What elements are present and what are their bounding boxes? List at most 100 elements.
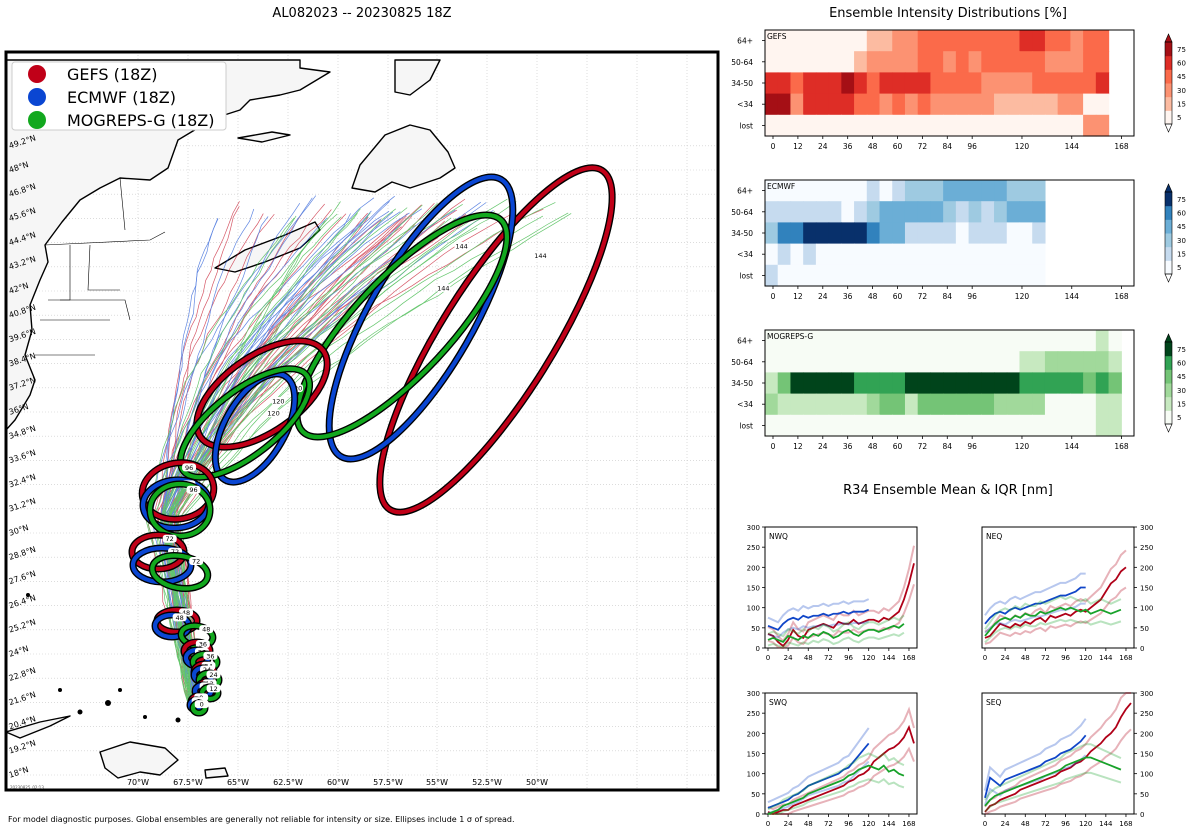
heatmap-cell — [841, 243, 855, 266]
heatmap-cell — [930, 264, 944, 287]
heatmap-cell — [994, 330, 1008, 352]
r34-y-tick: 250 — [1140, 544, 1153, 552]
heatmap-cell — [1095, 393, 1110, 416]
heatmap-cell — [917, 201, 932, 223]
ellipse-hour-bg — [186, 485, 201, 494]
r34-y-tick: 300 — [1140, 690, 1153, 698]
intensity-x-tick: 60 — [893, 442, 903, 451]
heatmap-cell — [1019, 93, 1033, 116]
heatmap-cell — [866, 393, 881, 416]
heatmap-cell — [1019, 414, 1033, 437]
heatmap-cell — [815, 372, 830, 395]
heatmap-cell — [955, 330, 970, 352]
heatmap-cell — [765, 264, 779, 287]
small-islands — [26, 593, 181, 723]
intensity-panel: ECMWF 64+ 50-64 34-50 <34 lost 0 12 24 36 48 60 72 84… — [731, 179, 1186, 301]
heatmap-cell — [1070, 114, 1084, 137]
colorbar-tick: 5 — [1177, 264, 1181, 272]
heatmap-cell — [790, 330, 804, 352]
colorbar-tick: 75 — [1177, 46, 1186, 54]
r34-x-tick: 168 — [1119, 820, 1132, 828]
heatmap-cell — [828, 393, 842, 416]
r34-y-tick: 100 — [1140, 771, 1153, 779]
heatmap-cell — [1019, 243, 1033, 266]
heatmap-cell — [943, 114, 957, 137]
heatmap-cell — [1095, 51, 1110, 73]
heatmap-cell — [1019, 372, 1033, 395]
r34-y-tick: 150 — [747, 751, 760, 759]
heatmap-cell — [955, 222, 970, 245]
intensity-row-label: 50-64 — [731, 358, 753, 367]
colorbar-segment — [1165, 246, 1172, 261]
r34-y-tick: 100 — [747, 771, 760, 779]
heatmap-cell — [854, 201, 868, 223]
r34-iqr-lower — [767, 620, 869, 639]
longitude-labels: 70°W 67.5°W 65°W 62.5°W 60°W 57.5°W 55°W 52.5°W… — [127, 778, 548, 787]
intensity-x-tick: 96 — [967, 142, 977, 151]
intensity-x-tick: 168 — [1114, 442, 1129, 451]
r34-iqr-lower — [984, 728, 1132, 815]
uncertainty-ellipse — [213, 371, 297, 485]
intensity-x-tick: 84 — [943, 442, 953, 451]
heatmap-cell — [854, 114, 868, 137]
heatmap-cell — [1032, 264, 1046, 287]
intensity-distribution-panels: GEFS 64+ 50-64 34-50 <34 lost 0 12 24 36 48 60 72 84 9… — [731, 29, 1186, 451]
colorbar-segment — [1165, 396, 1172, 411]
heatmap-cell — [777, 264, 792, 287]
colorbar-tick: 75 — [1177, 196, 1186, 204]
heatmap-cell — [930, 180, 944, 202]
heatmap-cell — [981, 372, 995, 395]
heatmap-cell — [790, 222, 804, 245]
heatmap-cell — [1032, 114, 1046, 137]
heatmap-cell — [1083, 351, 1097, 373]
r34-mean-line — [984, 586, 1086, 625]
ensemble-track — [173, 203, 325, 696]
heatmap-cell — [904, 243, 919, 266]
heatmap-cell — [790, 201, 804, 223]
heatmap-cell — [841, 414, 855, 437]
lon-label: 57.5°W — [373, 778, 403, 787]
cuba — [6, 715, 71, 739]
heatmap-cell — [854, 351, 868, 373]
heatmap-cell — [854, 222, 868, 245]
heatmap-cell — [854, 180, 868, 202]
heatmap-cell — [803, 351, 817, 373]
heatmap-cell — [892, 264, 906, 287]
intensity-x-tick: 48 — [868, 142, 878, 151]
r34-iqr-upper — [984, 595, 1122, 630]
r34-y-tick: 200 — [1140, 730, 1153, 738]
heatmap-cell — [917, 30, 932, 52]
heatmap-cell — [917, 51, 932, 73]
heatmap-cell — [1019, 51, 1033, 73]
heatmap-cell — [917, 264, 932, 287]
heatmap-cell — [892, 30, 906, 52]
colorbar-segment — [1165, 219, 1172, 234]
heatmap-cell — [892, 414, 906, 437]
heatmap-cell — [854, 72, 868, 95]
heatmap-cell — [828, 93, 842, 116]
heatmap-cell — [943, 372, 957, 395]
heatmap-cell — [854, 264, 868, 287]
intensity-x-tick: 72 — [918, 142, 928, 151]
north-america-coast — [6, 59, 331, 431]
heatmap-cell — [955, 393, 970, 416]
intensity-x-tick: 0 — [771, 292, 776, 301]
intensity-row-label: 64+ — [737, 187, 753, 196]
intensity-row-label: lost — [739, 121, 753, 130]
r34-panel-name: NWQ — [769, 532, 788, 541]
map-stamp: 20230825_02:13 — [10, 785, 44, 790]
heatmap-cell — [1044, 72, 1059, 95]
heatmap-cell — [892, 180, 906, 202]
heatmap-cell — [930, 51, 944, 73]
heatmap-cell — [866, 330, 881, 352]
colorbar-segment — [1165, 96, 1172, 111]
heatmap-cell — [790, 51, 804, 73]
heatmap-cell — [892, 114, 906, 137]
heatmap-cell — [904, 351, 919, 373]
heatmap-cell — [1019, 264, 1033, 287]
ellipse-hour-label: 120 — [272, 398, 284, 406]
r34-x-tick: 48 — [804, 654, 813, 662]
colorbar-tick: 45 — [1177, 223, 1186, 231]
heatmap-cell — [1083, 72, 1097, 95]
ellipse-hour-label: 0 — [200, 701, 204, 709]
